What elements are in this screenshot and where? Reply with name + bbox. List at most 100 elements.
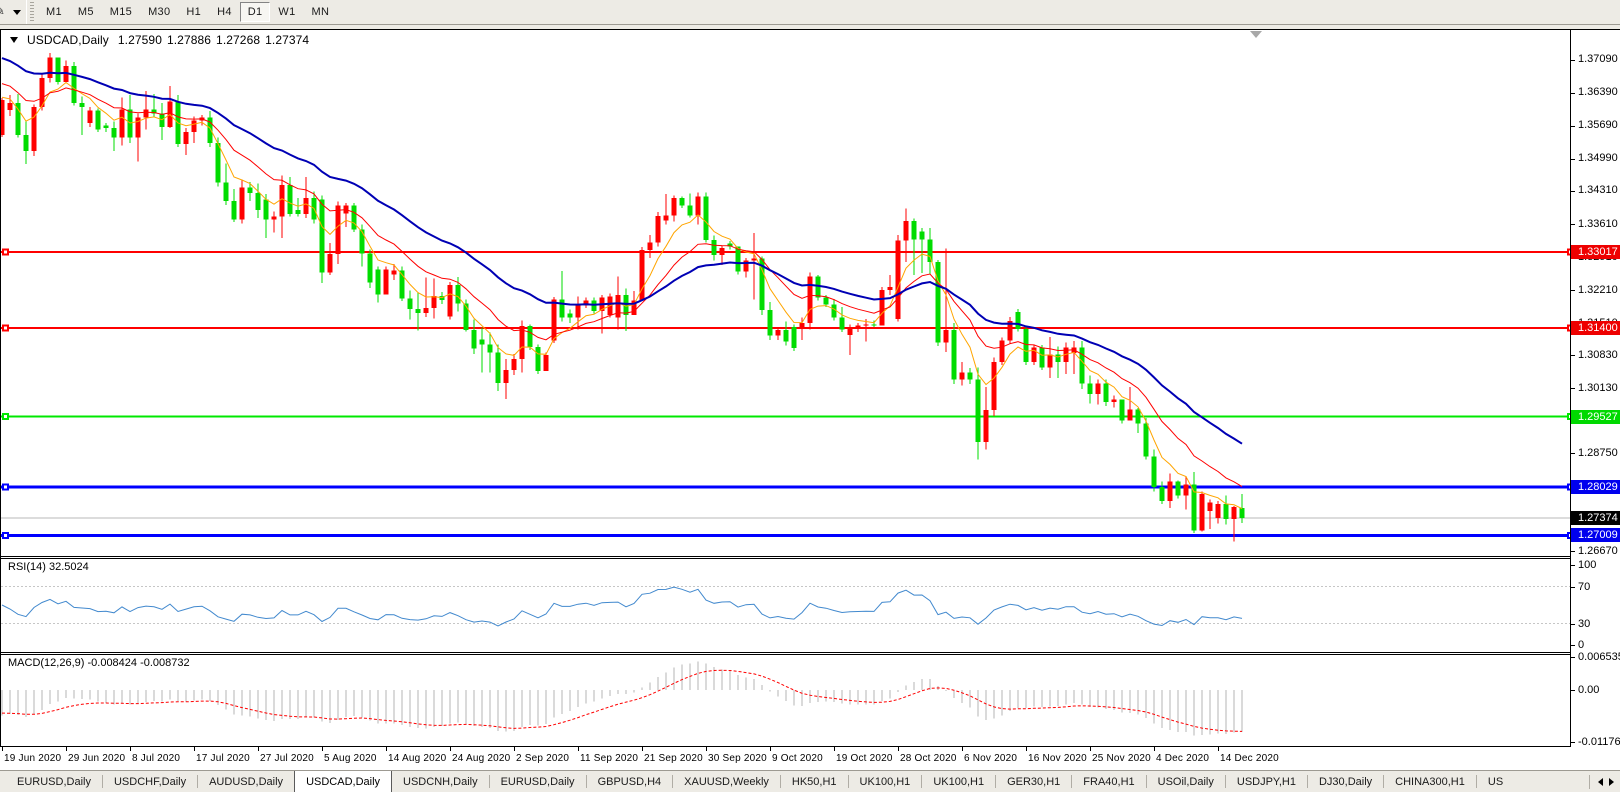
time-tick (2, 746, 3, 751)
draw-tool-icon[interactable]: ✎ (0, 3, 10, 19)
scroll-tabs-right-icon[interactable] (1609, 778, 1614, 786)
chart-tab-GER30-H1[interactable]: GER30,H1 (1007, 775, 1061, 788)
candle-body (1223, 503, 1229, 519)
chart-tab-AUDUSD-Daily[interactable]: AUDUSD,Daily (209, 775, 284, 788)
candle-body (255, 192, 261, 211)
chart-tab-GBPUSD-H4[interactable]: GBPUSD,H4 (597, 775, 662, 788)
chart-tab-USDJPY-H1[interactable]: USDJPY,H1 (1236, 775, 1296, 788)
macd-histogram-bar (353, 690, 355, 717)
macd-histogram-bar (1169, 690, 1171, 730)
macd-histogram-bar (297, 690, 299, 720)
candle-body (511, 359, 517, 370)
timeframe-button-M30[interactable]: M30 (148, 6, 171, 18)
timeframe-button-M1[interactable]: M1 (46, 6, 62, 18)
chart-tab-HK50-H1[interactable]: HK50,H1 (791, 775, 837, 788)
macd-histogram-bar (121, 690, 123, 704)
chart-left-border (0, 29, 1, 747)
line-anchor-center (4, 326, 7, 330)
macd-histogram-bar (1017, 690, 1019, 708)
horizontal-line-object-1.28029[interactable] (1, 485, 1570, 489)
candle-body (967, 372, 973, 380)
candle-wick (689, 193, 691, 218)
chart-tab-CHINA300-H1[interactable]: CHINA300,H1 (1395, 775, 1465, 788)
macd-histogram-bar (193, 690, 195, 701)
macd-histogram-bar (417, 690, 419, 729)
toolbar-grip-handle[interactable] (30, 2, 34, 22)
candle-body (151, 109, 157, 114)
macd-histogram-bar (593, 690, 595, 702)
candle-wick (921, 228, 923, 274)
chart-tab-USOil-Daily[interactable]: USOil,Daily (1157, 775, 1214, 788)
macd-histogram-bar (1081, 690, 1083, 705)
tab-separator (1306, 775, 1308, 788)
macd-histogram-bar (641, 687, 643, 690)
time-axis-label: 24 Aug 2020 (452, 753, 511, 764)
macd-histogram-bar (249, 690, 251, 717)
macd-histogram-bar (553, 690, 555, 718)
candle-wick (153, 93, 155, 117)
candle-wick (273, 211, 275, 233)
macd-histogram-bar (1241, 690, 1243, 732)
candle-body (327, 253, 333, 273)
price-axis-label: 1.30130 (1578, 381, 1618, 394)
candle-body (1055, 354, 1061, 363)
chart-tab-USDCNH-Daily[interactable]: USDCNH,Daily (403, 775, 478, 788)
timeframe-button-H4[interactable]: H4 (217, 6, 232, 18)
candle-body (503, 369, 509, 383)
timeframe-button-M15[interactable]: M15 (109, 6, 133, 18)
timeframe-button-D1[interactable]: D1 (239, 2, 271, 22)
candle-body (727, 243, 733, 247)
candle-body (1239, 507, 1245, 519)
macd-histogram-bar (1153, 690, 1155, 724)
chart-tab-DJ30-Daily[interactable]: DJ30,Daily (1318, 775, 1373, 788)
chart-tab-XAUUSD-Weekly[interactable]: XAUUSD,Weekly (684, 775, 769, 788)
ohlc-close: 1.27374 (265, 33, 310, 47)
rsi-axis-label: 0 (1578, 638, 1585, 651)
candle-wick (873, 320, 875, 327)
macd-histogram-bar (873, 690, 875, 705)
scroll-tabs-left-icon[interactable] (1598, 778, 1603, 786)
candle-body (1031, 347, 1037, 363)
axis-tick (1570, 290, 1575, 291)
timeframe-button-MN[interactable]: MN (311, 6, 330, 18)
rsi-axis-label: 100 (1578, 558, 1597, 571)
chart-tab-EURUSD-Daily[interactable]: EURUSD,Daily (17, 775, 91, 788)
timeframe-button-M5[interactable]: M5 (77, 6, 94, 18)
price-chart-canvas[interactable] (0, 29, 1620, 770)
dropdown-arrow-icon[interactable] (13, 10, 21, 15)
horizontal-line-object-1.33017[interactable] (1, 250, 1570, 253)
macd-histogram-bar (577, 690, 579, 708)
macd-histogram-bar (729, 671, 731, 690)
macd-histogram-bar (449, 690, 451, 724)
horizontal-line-object-1.29527[interactable] (1, 415, 1570, 418)
time-axis-label: 27 Jul 2020 (260, 753, 314, 764)
chart-tab-UK100-H1[interactable]: UK100,H1 (859, 775, 911, 788)
horizontal-line-object-1.27009[interactable] (1, 533, 1570, 537)
axis-tick (1570, 93, 1575, 94)
candle-body (999, 340, 1005, 363)
candle-body (735, 246, 741, 272)
candle-body (879, 289, 885, 326)
timeframe-button-H1[interactable]: H1 (186, 6, 202, 18)
chart-tab-US[interactable]: US (1487, 775, 1504, 788)
timeframe-button-W1[interactable]: W1 (278, 6, 296, 18)
candle-body (287, 184, 293, 215)
time-tick (194, 746, 195, 751)
collapse-arrow-icon[interactable] (10, 37, 18, 43)
macd-histogram-bar (1009, 690, 1011, 711)
chart-tab-FRA40-H1[interactable]: FRA40,H1 (1083, 775, 1135, 788)
chart-tab-EURUSD-Daily[interactable]: EURUSD,Daily (500, 775, 575, 788)
candle-body (15, 102, 21, 135)
macd-histogram-bar (17, 690, 19, 715)
macd-axis-label: -0.011766 (1578, 735, 1620, 748)
chart-tab-USDCAD-Daily[interactable]: USDCAD,Daily (294, 771, 393, 792)
candle-body (295, 210, 301, 215)
macd-histogram-bar (985, 690, 987, 721)
candle-body (415, 309, 421, 314)
axis-tick (1570, 159, 1575, 160)
candle-body (887, 287, 893, 290)
macd-histogram-bar (129, 690, 131, 705)
chart-tab-UK100-H1[interactable]: UK100,H1 (933, 775, 985, 788)
candle-body (111, 128, 117, 138)
chart-tab-USDCHF-Daily[interactable]: USDCHF,Daily (113, 775, 187, 788)
